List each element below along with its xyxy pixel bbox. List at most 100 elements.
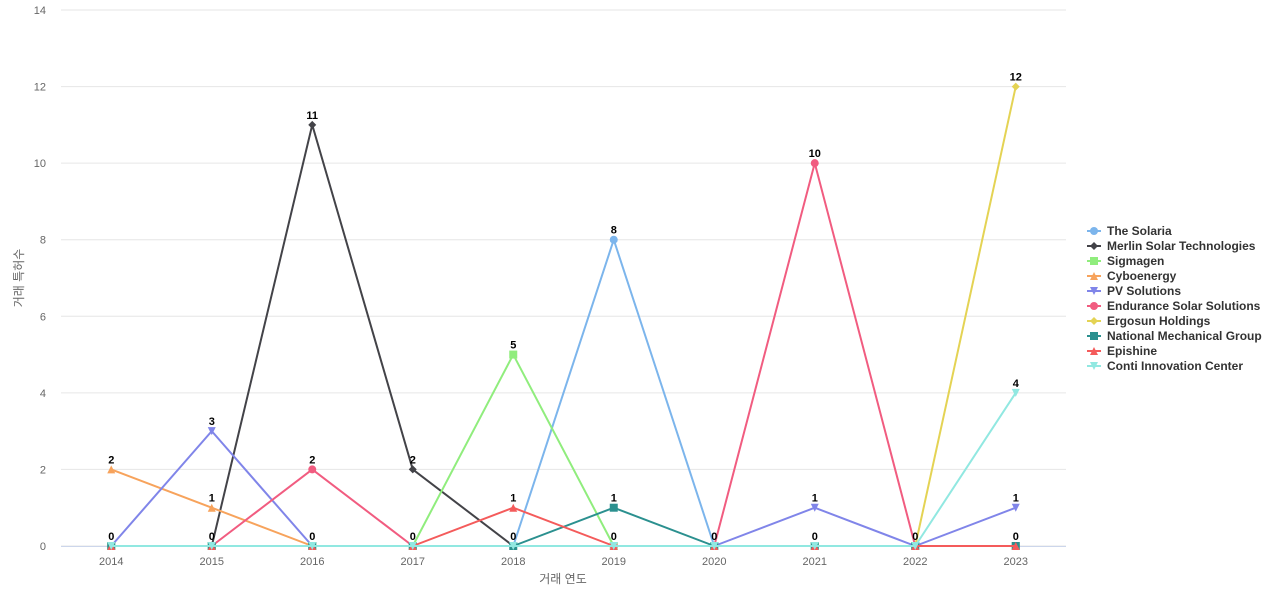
data-point[interactable] [107,465,116,474]
legend-marker [1090,302,1098,310]
legend-marker [1090,347,1098,355]
y-axis-ticks: 0 2 4 6 8 10 12 14 [34,5,46,553]
data-point[interactable] [308,542,317,550]
x-tick-label: 2016 [300,556,324,568]
data-point[interactable] [911,542,920,550]
legend-item[interactable]: National Mechanical Group [1087,329,1262,343]
legend-item[interactable]: Epishine [1087,344,1157,358]
data-point[interactable] [107,542,116,550]
data-point[interactable] [308,465,317,474]
legend-label[interactable]: Conti Innovation Center [1107,359,1243,373]
data-label: 0 [812,531,818,543]
data-point[interactable] [810,503,819,512]
data-point[interactable] [408,542,417,550]
data-label: 2 [410,454,416,466]
series-epishine [107,503,1020,550]
legend-label[interactable]: Merlin Solar Technologies [1107,239,1256,253]
data-label: 0 [510,531,516,543]
data-point[interactable] [509,503,518,512]
data-label: 0 [309,531,315,543]
series-line [111,162,1016,547]
legend-label[interactable]: PV Solutions [1107,284,1181,298]
x-tick-label: 2023 [1004,556,1028,568]
series-line [111,506,1016,547]
x-tick-label: 2017 [401,556,425,568]
series-line [111,392,1017,547]
legend-item[interactable]: Cyboenergy [1087,269,1177,283]
series-cyboenergy [107,465,1020,550]
data-label: 0 [711,531,717,543]
legend-marker [1090,287,1098,295]
y-tick-label: 6 [40,311,46,323]
data-label: 0 [410,531,416,543]
data-point[interactable] [408,465,417,474]
legend-item[interactable]: Ergosun Holdings [1087,314,1211,328]
data-label: 12 [1010,72,1022,84]
y-tick-label: 2 [40,464,46,476]
data-label: 5 [510,340,516,352]
y-tick-label: 4 [40,388,46,400]
legend-marker [1090,242,1098,250]
x-tick-label: 2020 [702,556,726,568]
data-point[interactable] [810,159,819,168]
y-axis-title: 거래 특허수 [12,249,26,308]
legend-label[interactable]: Ergosun Holdings [1107,314,1211,328]
legend-item[interactable]: Endurance Solar Solutions [1087,299,1261,313]
legend-item[interactable]: PV Solutions [1087,284,1181,298]
legend-label[interactable]: National Mechanical Group [1107,329,1262,343]
x-tick-label: 2014 [99,556,123,568]
series-layer [107,82,1020,550]
data-point[interactable] [509,350,518,359]
data-point[interactable] [710,542,719,550]
data-point[interactable] [207,503,216,512]
series-endurance-solar-solutions [107,159,1020,550]
data-point[interactable] [509,542,518,550]
data-label: 1 [510,493,516,505]
series-merlin-solar-technologies [107,120,1020,550]
data-label: 8 [611,225,617,237]
legend-item[interactable]: Merlin Solar Technologies [1087,239,1256,253]
data-label: 1 [812,493,818,505]
series-pv-solutions [107,427,1020,550]
x-tick-label: 2022 [903,556,927,568]
y-tick-label: 10 [34,158,46,170]
data-label: 1 [1013,493,1019,505]
data-point[interactable] [810,542,819,550]
legend-item[interactable]: The Solaria [1087,224,1172,238]
data-point[interactable] [609,503,618,512]
legend-label[interactable]: Sigmagen [1107,254,1164,268]
series-conti-innovation-center [107,388,1020,550]
legend-item[interactable]: Sigmagen [1087,254,1164,268]
data-point[interactable] [609,235,618,244]
data-point[interactable] [207,542,216,550]
data-label: 4 [1013,378,1020,390]
legend-marker [1090,257,1098,265]
data-point[interactable] [609,542,618,550]
data-point[interactable] [1011,542,1020,550]
legend-label[interactable]: The Solaria [1107,224,1172,238]
data-point[interactable] [308,120,317,129]
data-label: 10 [809,148,821,160]
data-point[interactable] [1011,388,1020,397]
data-label: 2 [309,454,315,466]
data-label: 0 [1013,531,1019,543]
legend-label[interactable]: Cyboenergy [1107,269,1177,283]
y-tick-label: 0 [40,541,46,553]
series-line [111,353,1016,547]
legend-marker [1090,227,1098,235]
series-line [110,468,1016,547]
data-point[interactable] [1011,503,1020,512]
data-point[interactable] [1011,82,1020,91]
legend-marker [1090,362,1098,370]
data-label: 2 [108,454,114,466]
data-label: 0 [209,531,215,543]
grid-lines [61,9,1066,547]
legend-marker [1090,332,1098,340]
legend-label[interactable]: Endurance Solar Solutions [1107,299,1261,313]
legend-label[interactable]: Epishine [1107,344,1157,358]
x-tick-label: 2018 [501,556,525,568]
data-point[interactable] [207,427,216,436]
legend-item[interactable]: Conti Innovation Center [1087,359,1243,373]
legend-marker [1090,317,1098,325]
